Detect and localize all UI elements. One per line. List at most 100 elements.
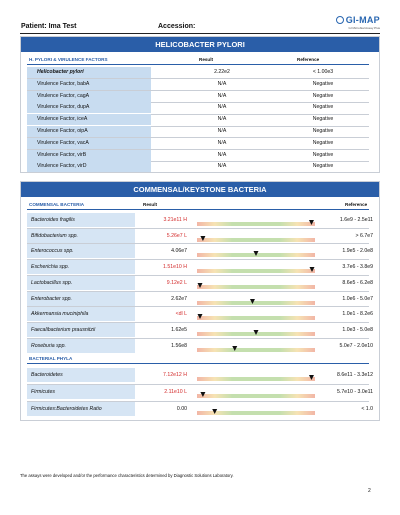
bacteria-row: Firmicutes:Bacteroidetes Ratio 0.00 < 1.0: [27, 402, 373, 416]
hpylori-row-divider: [27, 113, 369, 115]
hpylori-row-name: Virulence Factor, babA: [27, 78, 151, 90]
hpylori-row: Virulence Factor, dupA N/A Negative: [27, 102, 369, 114]
hpylori-row-result: N/A: [217, 92, 227, 99]
gauge-bar: [197, 411, 315, 415]
bacteria-row-result: 1.56e8: [171, 342, 187, 349]
range-gauge: [197, 282, 315, 289]
bacteria-row-name: Bifidobacterium spp.: [27, 228, 135, 243]
bacteria-row-name: Lactobacillus spp.: [27, 275, 135, 290]
bacteria-row-result: 2.62e7: [171, 295, 187, 302]
gauge-bar: [197, 377, 315, 381]
bacteria-row-divider: [27, 321, 369, 323]
commensal-col-reference: Reference: [345, 202, 368, 207]
bacteria-row-result: 0.00: [176, 406, 187, 412]
logo-mark-icon: [335, 16, 344, 24]
bacteria-row-gauge: [197, 297, 315, 305]
bacteria-row-gauge: [197, 312, 315, 321]
bacteria-row-reference: 8.6e11 - 3.3e12: [337, 372, 373, 378]
gauge-marker: [308, 375, 314, 380]
range-gauge: [197, 220, 315, 226]
accession-label: Accession:: [158, 23, 196, 30]
bacteria-row-divider: [27, 306, 369, 307]
range-gauge: [197, 345, 315, 352]
bacteria-row-name: Roseburia spp.: [27, 338, 135, 353]
bacteria-row: Lactobacillus spp. 9.12e2 L 8.6e5 - 6.2e8: [27, 275, 373, 290]
bacteria-row-result: 3.21e11 H: [163, 217, 187, 223]
hpylori-row-name: Virulence Factor, cagA: [27, 90, 151, 102]
hpylori-row: Virulence Factor, virD N/A Negative: [27, 161, 369, 173]
hpylori-row-name: Virulence Factor, virB: [27, 149, 151, 161]
bacteria-row-divider: [27, 227, 369, 229]
hpylori-header-rule: [27, 64, 369, 65]
bacteria-row: Akkermansia muciniphila <dl L 1.0e1 - 8.2e…: [27, 307, 373, 322]
gauge-bar: [197, 269, 315, 274]
hpylori-row-name: Virulence Factor, dupA: [27, 102, 151, 114]
gauge-marker: [197, 314, 203, 320]
bacteria-row-reference: 3.7e6 - 3.8e9: [342, 264, 373, 271]
bacteria-row-result: 5.26e7 L: [166, 232, 187, 239]
hpylori-row-reference: Negative: [312, 92, 334, 99]
bacteria-row-reference: 1.6e9 - 2.5e11: [339, 217, 373, 223]
logo-title: GI-MAP: [345, 15, 380, 25]
bacteria-row-name: Escherichia spp.: [27, 260, 135, 275]
bacteria-row-reference: 5.7e10 - 3.0e11: [337, 389, 373, 395]
gauge-marker: [253, 251, 259, 257]
bacteria-row-gauge: [197, 281, 315, 289]
hpylori-row-result: N/A: [217, 128, 227, 134]
bacteria-row-result: 9.12e2 L: [166, 279, 187, 286]
bacteria-row-result: 1.62e5: [171, 326, 187, 333]
hpylori-row-divider: [27, 101, 369, 103]
hpylori-row-result: N/A: [217, 80, 227, 87]
bacteria-row-result: 1.51e10 H: [163, 264, 187, 271]
range-gauge: [197, 314, 315, 321]
bacteria-row-name: Bacteroidetes: [27, 368, 135, 382]
gauge-marker: [249, 298, 255, 304]
bacteria-row-name: Firmicutes:Bacteroidetes Ratio: [27, 402, 135, 416]
bacteria-row-gauge: [197, 344, 315, 352]
hpylori-row-reference: Negative: [312, 163, 334, 170]
gauge-marker: [212, 409, 218, 414]
bacteria-row-name: Akkermansia muciniphila: [27, 307, 135, 322]
hpylori-col-reference: Reference: [297, 57, 320, 62]
bacteria-row-divider: [27, 259, 369, 260]
header-rule: [20, 33, 380, 34]
bacteria-row-divider: [27, 401, 369, 402]
bacteria-row: Bifidobacterium spp. 5.26e7 L > 6.7e7: [27, 228, 373, 243]
hpylori-row: Helicobacter pylori 2.22e2 < 1.00e3: [27, 67, 369, 78]
bacteria-row-result: 2.11e10 L: [164, 389, 187, 395]
hpylori-row-divider: [27, 78, 369, 79]
bacteria-row-gauge: [197, 407, 315, 415]
hpylori-row: Virulence Factor, vacA N/A Negative: [27, 137, 369, 149]
bacteria-row: Faecalibacterium prausnitzii 1.62e5 1.0e3 …: [27, 322, 373, 337]
gauge-marker: [197, 282, 203, 288]
range-gauge: [197, 409, 315, 415]
bacteria-row-gauge: [197, 390, 315, 398]
bacteria-row: Bacteroides fragilis 3.21e11 H 1.6e9 - 2.5…: [27, 213, 373, 227]
hpylori-row: Virulence Factor, cagA N/A Negative: [27, 90, 369, 102]
bacteria-row-reference: < 1.0: [361, 406, 373, 412]
hpylori-row-reference: Negative: [312, 116, 334, 123]
bacteria-row-name: Faecalibacterium prausnitzii: [27, 322, 135, 337]
bacteria-row-result: 7.12e12 H: [163, 372, 187, 378]
range-gauge: [197, 298, 315, 305]
bacteria-row-reference: 1.0e3 - 5.0e8: [342, 326, 373, 333]
bacteria-row-reference: 1.0e6 - 5.0e7: [342, 295, 373, 302]
phyla-label: BACTERIAL PHYLA: [29, 356, 73, 361]
footnote: The assays were developed and/or the per…: [20, 473, 234, 478]
hpylori-row-reference: Negative: [312, 151, 334, 158]
bacteria-row-gauge: [197, 265, 315, 274]
bacteria-row-reference: > 6.7e7: [355, 232, 373, 239]
bacteria-row: Bacteroidetes 7.12e12 H 8.6e11 - 3.3e12: [27, 368, 373, 382]
hpylori-row-name: Virulence Factor, vacA: [27, 137, 151, 149]
gauge-bar: [197, 237, 315, 242]
bacteria-row: Enterobacter spp. 2.62e7 1.0e6 - 5.0e7: [27, 291, 373, 306]
commensal-title: COMMENSAL/KEYSTONE BACTERIA: [21, 182, 379, 197]
bacteria-row-reference: 1.9e5 - 2.0e8: [342, 248, 373, 255]
hpylori-row-reference: Negative: [312, 128, 334, 134]
bacteria-row-result: 4.06e7: [171, 248, 187, 255]
commensal-col-result: Result: [143, 202, 158, 207]
hpylori-row-name: Virulence Factor, iceA: [27, 114, 151, 126]
gauge-marker: [253, 329, 259, 335]
hpylori-row: Virulence Factor, babA N/A Negative: [27, 78, 369, 90]
commensal-header-rule: [27, 209, 369, 210]
